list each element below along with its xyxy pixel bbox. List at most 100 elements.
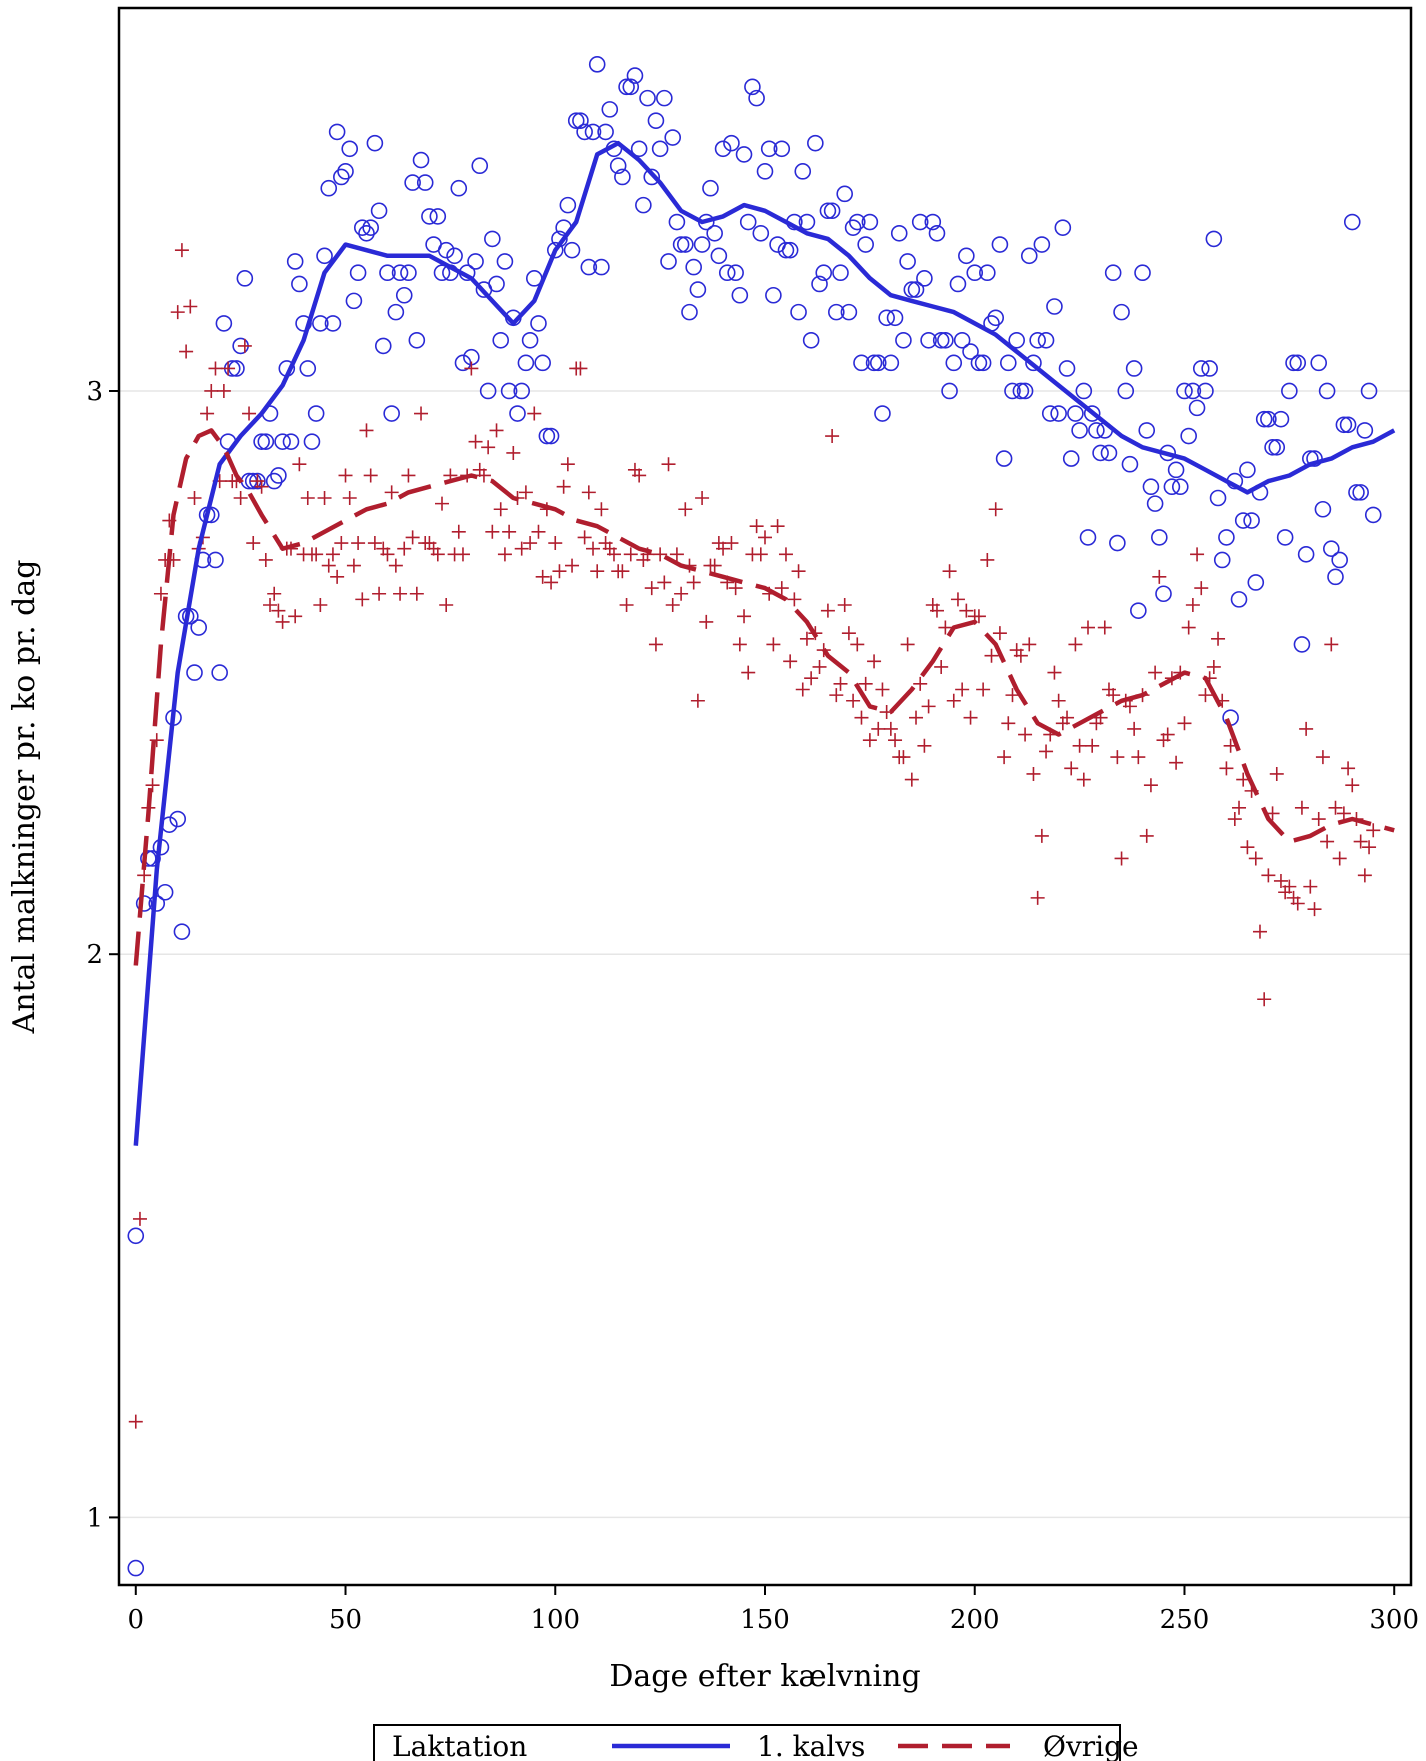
point-1-kalvs: [467, 253, 484, 270]
point-ovrige: [1198, 688, 1213, 703]
point-ovrige: [804, 671, 819, 686]
point-1-kalvs: [823, 202, 841, 220]
point-1-kalvs: [421, 208, 438, 225]
smooth-lines: [133, 140, 1396, 1146]
point-1-kalvs: [517, 354, 535, 372]
point-ovrige: [1257, 992, 1272, 1007]
point-1-kalvs: [869, 354, 887, 372]
x-tick-label: 200: [950, 1605, 1000, 1635]
point-1-kalvs: [333, 168, 350, 186]
point-1-kalvs: [1209, 489, 1227, 507]
point-ovrige: [1030, 890, 1045, 905]
point-ovrige: [493, 502, 508, 517]
point-ovrige: [992, 626, 1007, 641]
point-1-kalvs: [857, 236, 874, 253]
point-1-kalvs: [1310, 354, 1328, 372]
point-ovrige: [325, 547, 340, 562]
point-1-kalvs: [672, 236, 690, 253]
point-1-kalvs: [312, 315, 329, 332]
point-1-kalvs: [1075, 382, 1093, 400]
point-1-kalvs: [521, 331, 539, 349]
point-1-kalvs: [1104, 264, 1122, 282]
point-ovrige: [560, 457, 575, 472]
point-1-kalvs: [127, 1559, 145, 1577]
point-1-kalvs: [1306, 450, 1323, 467]
point-1-kalvs: [437, 241, 455, 259]
point-1-kalvs: [685, 258, 702, 276]
point-1-kalvs: [270, 467, 287, 484]
point-1-kalvs: [874, 405, 891, 422]
point-ovrige: [900, 637, 915, 652]
point-ovrige: [938, 620, 953, 635]
point-ovrige: [544, 575, 559, 590]
point-1-kalvs: [1071, 422, 1088, 439]
point-1-kalvs: [488, 275, 505, 293]
point-1-kalvs: [911, 213, 929, 231]
point-1-kalvs: [1012, 382, 1030, 400]
point-1-kalvs: [1289, 354, 1307, 372]
point-1-kalvs: [643, 168, 661, 186]
point-ovrige: [242, 406, 257, 421]
x-tick-label: 150: [740, 1605, 790, 1635]
point-ovrige: [1122, 699, 1137, 714]
point-ovrige: [518, 485, 533, 500]
point-1-kalvs: [962, 343, 979, 360]
point-ovrige: [820, 603, 835, 618]
point-1-kalvs: [974, 354, 992, 372]
point-1-kalvs: [257, 433, 275, 450]
point-ovrige: [971, 609, 986, 624]
point-1-kalvs: [844, 219, 862, 236]
point-1-kalvs: [647, 112, 665, 129]
point-1-kalvs: [1067, 405, 1084, 422]
point-1-kalvs: [1146, 495, 1164, 512]
point-1-kalvs: [1083, 405, 1101, 422]
point-ovrige: [317, 490, 332, 505]
point-1-kalvs: [937, 331, 954, 349]
point-ovrige: [573, 361, 588, 376]
point-1-kalvs: [706, 224, 723, 242]
point-ovrige: [737, 609, 752, 624]
point-1-kalvs: [1352, 484, 1369, 501]
point-ovrige: [128, 1414, 143, 1429]
point-ovrige: [657, 575, 672, 590]
point-ovrige: [632, 468, 647, 483]
point-ovrige: [174, 243, 189, 258]
point-ovrige: [1013, 648, 1028, 663]
point-ovrige: [288, 609, 303, 624]
point-1-kalvs: [450, 179, 468, 197]
point-ovrige: [233, 490, 248, 505]
point-1-kalvs: [395, 286, 413, 304]
point-1-kalvs: [748, 89, 765, 107]
smooth-line-ovrige: [133, 428, 1395, 966]
point-ovrige: [430, 547, 445, 562]
point-1-kalvs: [1268, 439, 1286, 456]
point-ovrige: [321, 558, 336, 573]
point-ovrige: [292, 457, 307, 472]
point-1-kalvs: [1281, 382, 1298, 400]
point-1-kalvs: [1163, 478, 1181, 496]
point-ovrige: [837, 598, 852, 613]
point-1-kalvs: [404, 174, 421, 191]
point-ovrige: [204, 383, 219, 398]
point-1-kalvs: [1234, 512, 1252, 529]
point-1-kalvs: [1293, 636, 1311, 653]
point-1-kalvs: [882, 354, 900, 372]
point-1-kalvs: [630, 140, 648, 158]
point-ovrige: [1127, 721, 1142, 736]
point-1-kalvs: [593, 258, 610, 276]
point-1-kalvs: [878, 309, 895, 327]
y-axis-title: Antal malkninger pr. ko pr. dag: [7, 560, 42, 1035]
point-ovrige: [1051, 693, 1066, 708]
point-ovrige: [397, 541, 412, 556]
point-ovrige: [132, 1211, 147, 1226]
point-1-kalvs: [374, 337, 392, 355]
point-ovrige: [502, 524, 517, 539]
point-ovrige: [481, 440, 496, 455]
point-1-kalvs: [991, 236, 1009, 253]
point-1-kalvs: [1058, 360, 1076, 377]
point-ovrige: [1185, 598, 1200, 613]
point-ovrige: [581, 485, 596, 500]
point-1-kalvs: [492, 331, 510, 349]
point-ovrige: [514, 541, 529, 556]
